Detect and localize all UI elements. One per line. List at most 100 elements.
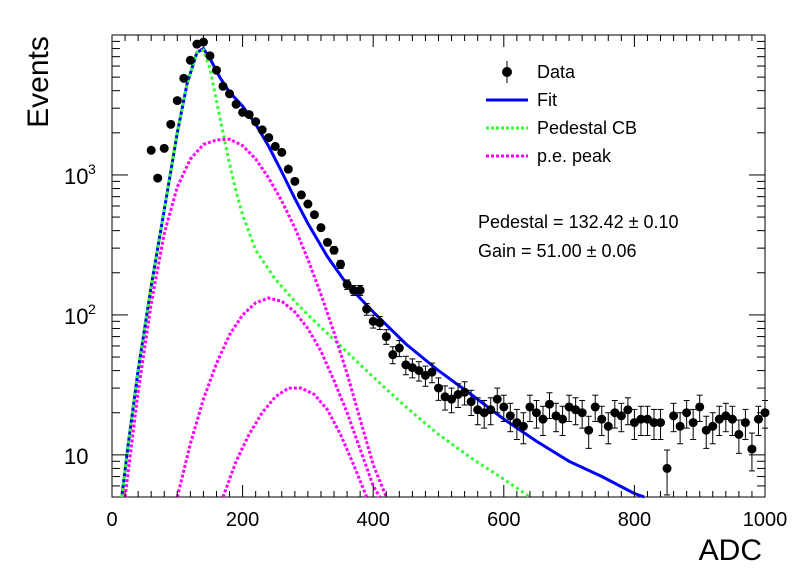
data-point bbox=[447, 387, 457, 414]
data-point bbox=[336, 259, 346, 269]
series-fit bbox=[120, 46, 645, 499]
data-point bbox=[185, 55, 195, 65]
data-point bbox=[414, 361, 424, 382]
data-point bbox=[753, 405, 763, 436]
x-tick-label: 800 bbox=[618, 509, 651, 531]
data-point bbox=[584, 415, 594, 449]
curves bbox=[120, 46, 645, 499]
data-point bbox=[760, 399, 770, 429]
x-tick-label: 0 bbox=[106, 509, 117, 531]
data-point bbox=[505, 402, 515, 433]
data-point bbox=[264, 133, 274, 143]
legend-label: Fit bbox=[537, 90, 557, 110]
data-point bbox=[205, 51, 215, 61]
x-tick-label: 400 bbox=[357, 509, 390, 531]
data-point bbox=[257, 125, 267, 135]
legend-label: Pedestal CB bbox=[537, 118, 637, 138]
data-point bbox=[727, 405, 737, 436]
data-point bbox=[296, 190, 306, 200]
data-point bbox=[512, 408, 522, 441]
data-point bbox=[492, 387, 502, 414]
data-point bbox=[225, 89, 235, 99]
data-point bbox=[381, 329, 391, 345]
legend-entry: Pedestal CB bbox=[486, 118, 637, 138]
data-point bbox=[486, 397, 496, 426]
data-point bbox=[375, 316, 385, 331]
data-point bbox=[649, 408, 659, 441]
frame bbox=[111, 34, 766, 498]
data-point bbox=[577, 399, 587, 429]
data-point bbox=[322, 237, 332, 247]
data-point bbox=[166, 119, 176, 129]
y-tick-exponent: 2 bbox=[88, 301, 96, 317]
data-point bbox=[342, 279, 352, 290]
pedestal-annotation: Pedestal = 132.42 ± 0.10 bbox=[478, 212, 679, 232]
legend-label: Data bbox=[537, 62, 576, 82]
data-point bbox=[669, 402, 679, 433]
data-point bbox=[734, 419, 744, 454]
data-point bbox=[701, 415, 711, 449]
y-tick-label: 10 bbox=[64, 444, 88, 469]
data-points bbox=[146, 37, 770, 496]
data-point bbox=[656, 408, 666, 441]
x-tick-label: 200 bbox=[226, 509, 259, 531]
data-point bbox=[682, 399, 692, 429]
y-axis-title: Events bbox=[22, 36, 55, 128]
legend-entry: Data bbox=[502, 61, 576, 83]
series-p-e-peak bbox=[123, 137, 388, 498]
y-tick-exponent: 3 bbox=[88, 161, 96, 177]
data-point bbox=[603, 412, 613, 445]
data-point bbox=[747, 432, 757, 472]
data-point bbox=[270, 141, 280, 151]
data-point bbox=[531, 399, 541, 429]
data-point bbox=[558, 405, 568, 436]
data-point bbox=[714, 405, 724, 436]
data-point bbox=[349, 284, 359, 296]
data-point bbox=[153, 173, 163, 183]
data-point bbox=[290, 176, 300, 186]
data-point bbox=[466, 389, 476, 417]
data-point bbox=[675, 412, 685, 445]
x-axis-title: ADC bbox=[699, 534, 762, 567]
data-point bbox=[434, 377, 443, 401]
data-point bbox=[479, 399, 489, 429]
data-point bbox=[629, 408, 639, 441]
series-p-e-peak bbox=[221, 386, 369, 498]
series-p-e-peak bbox=[175, 296, 381, 498]
data-point bbox=[179, 73, 189, 83]
data-point bbox=[427, 362, 437, 384]
data-point bbox=[695, 394, 705, 423]
data-point bbox=[146, 145, 156, 155]
data-point bbox=[394, 340, 404, 358]
data-point bbox=[460, 381, 470, 406]
data-point bbox=[159, 143, 169, 153]
gain-annotation: Gain = 51.00 ± 0.06 bbox=[478, 241, 637, 261]
data-point bbox=[616, 402, 626, 433]
data-point bbox=[251, 117, 261, 127]
y-tick-label: 10 bbox=[64, 164, 88, 189]
data-point bbox=[309, 210, 319, 220]
data-point bbox=[362, 303, 372, 316]
legend-label: p.e. peak bbox=[537, 146, 612, 166]
data-point bbox=[355, 284, 365, 296]
data-point bbox=[388, 346, 398, 365]
data-point bbox=[662, 449, 672, 496]
data-point bbox=[277, 147, 287, 157]
x-tick-label: 600 bbox=[487, 509, 520, 531]
data-point bbox=[244, 110, 254, 120]
data-point bbox=[518, 412, 528, 445]
data-point bbox=[172, 96, 182, 106]
data-point bbox=[688, 408, 698, 441]
legend-entry: Fit bbox=[486, 90, 557, 110]
data-point bbox=[740, 408, 750, 441]
data-point bbox=[708, 412, 718, 445]
legend: Data Fit Pedestal CB p.e. peak bbox=[486, 61, 637, 166]
data-point bbox=[525, 394, 535, 423]
data-point bbox=[198, 37, 208, 47]
data-point bbox=[538, 405, 548, 436]
data-point bbox=[316, 223, 326, 233]
y-tick-label: 10 bbox=[64, 304, 88, 329]
data-point bbox=[636, 405, 646, 436]
